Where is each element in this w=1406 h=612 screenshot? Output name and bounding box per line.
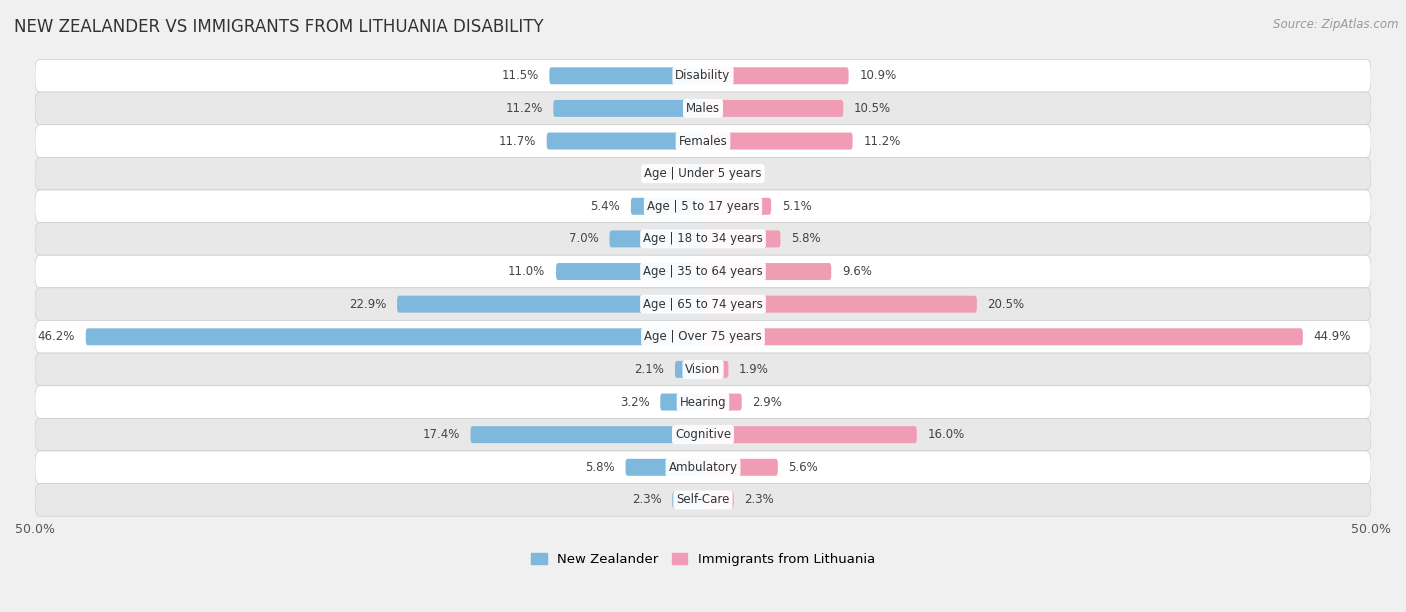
Text: 5.1%: 5.1% [782, 200, 811, 213]
FancyBboxPatch shape [703, 426, 917, 443]
FancyBboxPatch shape [703, 491, 734, 509]
FancyBboxPatch shape [703, 67, 849, 84]
Text: 11.0%: 11.0% [508, 265, 546, 278]
Text: Cognitive: Cognitive [675, 428, 731, 441]
FancyBboxPatch shape [703, 198, 770, 215]
Text: 1.2%: 1.2% [647, 167, 676, 180]
FancyBboxPatch shape [35, 157, 1371, 190]
Text: 5.8%: 5.8% [585, 461, 614, 474]
Legend: New Zealander, Immigrants from Lithuania: New Zealander, Immigrants from Lithuania [526, 548, 880, 571]
FancyBboxPatch shape [631, 198, 703, 215]
Text: 10.5%: 10.5% [853, 102, 891, 115]
FancyBboxPatch shape [35, 92, 1371, 125]
Text: 44.9%: 44.9% [1313, 330, 1351, 343]
FancyBboxPatch shape [35, 223, 1371, 255]
FancyBboxPatch shape [35, 288, 1371, 321]
Text: Disability: Disability [675, 69, 731, 82]
Text: 2.1%: 2.1% [634, 363, 664, 376]
FancyBboxPatch shape [35, 59, 1371, 92]
Text: Age | Over 75 years: Age | Over 75 years [644, 330, 762, 343]
FancyBboxPatch shape [35, 125, 1371, 157]
Text: Hearing: Hearing [679, 395, 727, 409]
Text: Age | 5 to 17 years: Age | 5 to 17 years [647, 200, 759, 213]
Text: Age | 18 to 34 years: Age | 18 to 34 years [643, 233, 763, 245]
FancyBboxPatch shape [703, 394, 742, 411]
FancyBboxPatch shape [703, 459, 778, 476]
FancyBboxPatch shape [86, 328, 703, 345]
FancyBboxPatch shape [609, 231, 703, 247]
FancyBboxPatch shape [554, 100, 703, 117]
Text: 9.6%: 9.6% [842, 265, 872, 278]
Text: Ambulatory: Ambulatory [668, 461, 738, 474]
Text: 46.2%: 46.2% [38, 330, 75, 343]
Text: Self-Care: Self-Care [676, 493, 730, 506]
Text: 5.8%: 5.8% [792, 233, 821, 245]
Text: Vision: Vision [685, 363, 721, 376]
FancyBboxPatch shape [703, 328, 1303, 345]
Text: 2.3%: 2.3% [744, 493, 775, 506]
Text: Source: ZipAtlas.com: Source: ZipAtlas.com [1274, 18, 1399, 31]
FancyBboxPatch shape [35, 190, 1371, 223]
Text: 1.9%: 1.9% [740, 363, 769, 376]
FancyBboxPatch shape [35, 353, 1371, 386]
FancyBboxPatch shape [688, 165, 703, 182]
Text: 5.4%: 5.4% [591, 200, 620, 213]
FancyBboxPatch shape [703, 296, 977, 313]
Text: 5.6%: 5.6% [789, 461, 818, 474]
FancyBboxPatch shape [703, 263, 831, 280]
Text: 7.0%: 7.0% [569, 233, 599, 245]
Text: 2.9%: 2.9% [752, 395, 782, 409]
Text: 11.5%: 11.5% [502, 69, 538, 82]
FancyBboxPatch shape [703, 100, 844, 117]
FancyBboxPatch shape [35, 419, 1371, 451]
Text: 16.0%: 16.0% [928, 428, 965, 441]
FancyBboxPatch shape [661, 394, 703, 411]
FancyBboxPatch shape [672, 491, 703, 509]
FancyBboxPatch shape [35, 483, 1371, 517]
FancyBboxPatch shape [703, 231, 780, 247]
Text: 1.3%: 1.3% [731, 167, 761, 180]
FancyBboxPatch shape [35, 321, 1371, 353]
Text: Age | Under 5 years: Age | Under 5 years [644, 167, 762, 180]
FancyBboxPatch shape [35, 386, 1371, 419]
Text: 17.4%: 17.4% [422, 428, 460, 441]
FancyBboxPatch shape [675, 361, 703, 378]
Text: 11.2%: 11.2% [863, 135, 901, 147]
FancyBboxPatch shape [471, 426, 703, 443]
Text: Age | 35 to 64 years: Age | 35 to 64 years [643, 265, 763, 278]
FancyBboxPatch shape [626, 459, 703, 476]
Text: 10.9%: 10.9% [859, 69, 897, 82]
FancyBboxPatch shape [547, 133, 703, 149]
FancyBboxPatch shape [703, 165, 720, 182]
Text: Males: Males [686, 102, 720, 115]
Text: Age | 65 to 74 years: Age | 65 to 74 years [643, 297, 763, 311]
Text: 20.5%: 20.5% [987, 297, 1025, 311]
FancyBboxPatch shape [703, 133, 852, 149]
Text: 22.9%: 22.9% [349, 297, 387, 311]
FancyBboxPatch shape [703, 361, 728, 378]
Text: 3.2%: 3.2% [620, 395, 650, 409]
Text: NEW ZEALANDER VS IMMIGRANTS FROM LITHUANIA DISABILITY: NEW ZEALANDER VS IMMIGRANTS FROM LITHUAN… [14, 18, 544, 36]
Text: Females: Females [679, 135, 727, 147]
Text: 11.2%: 11.2% [505, 102, 543, 115]
Text: 11.7%: 11.7% [499, 135, 536, 147]
Text: 2.3%: 2.3% [631, 493, 662, 506]
FancyBboxPatch shape [35, 451, 1371, 483]
FancyBboxPatch shape [396, 296, 703, 313]
FancyBboxPatch shape [550, 67, 703, 84]
FancyBboxPatch shape [555, 263, 703, 280]
FancyBboxPatch shape [35, 255, 1371, 288]
